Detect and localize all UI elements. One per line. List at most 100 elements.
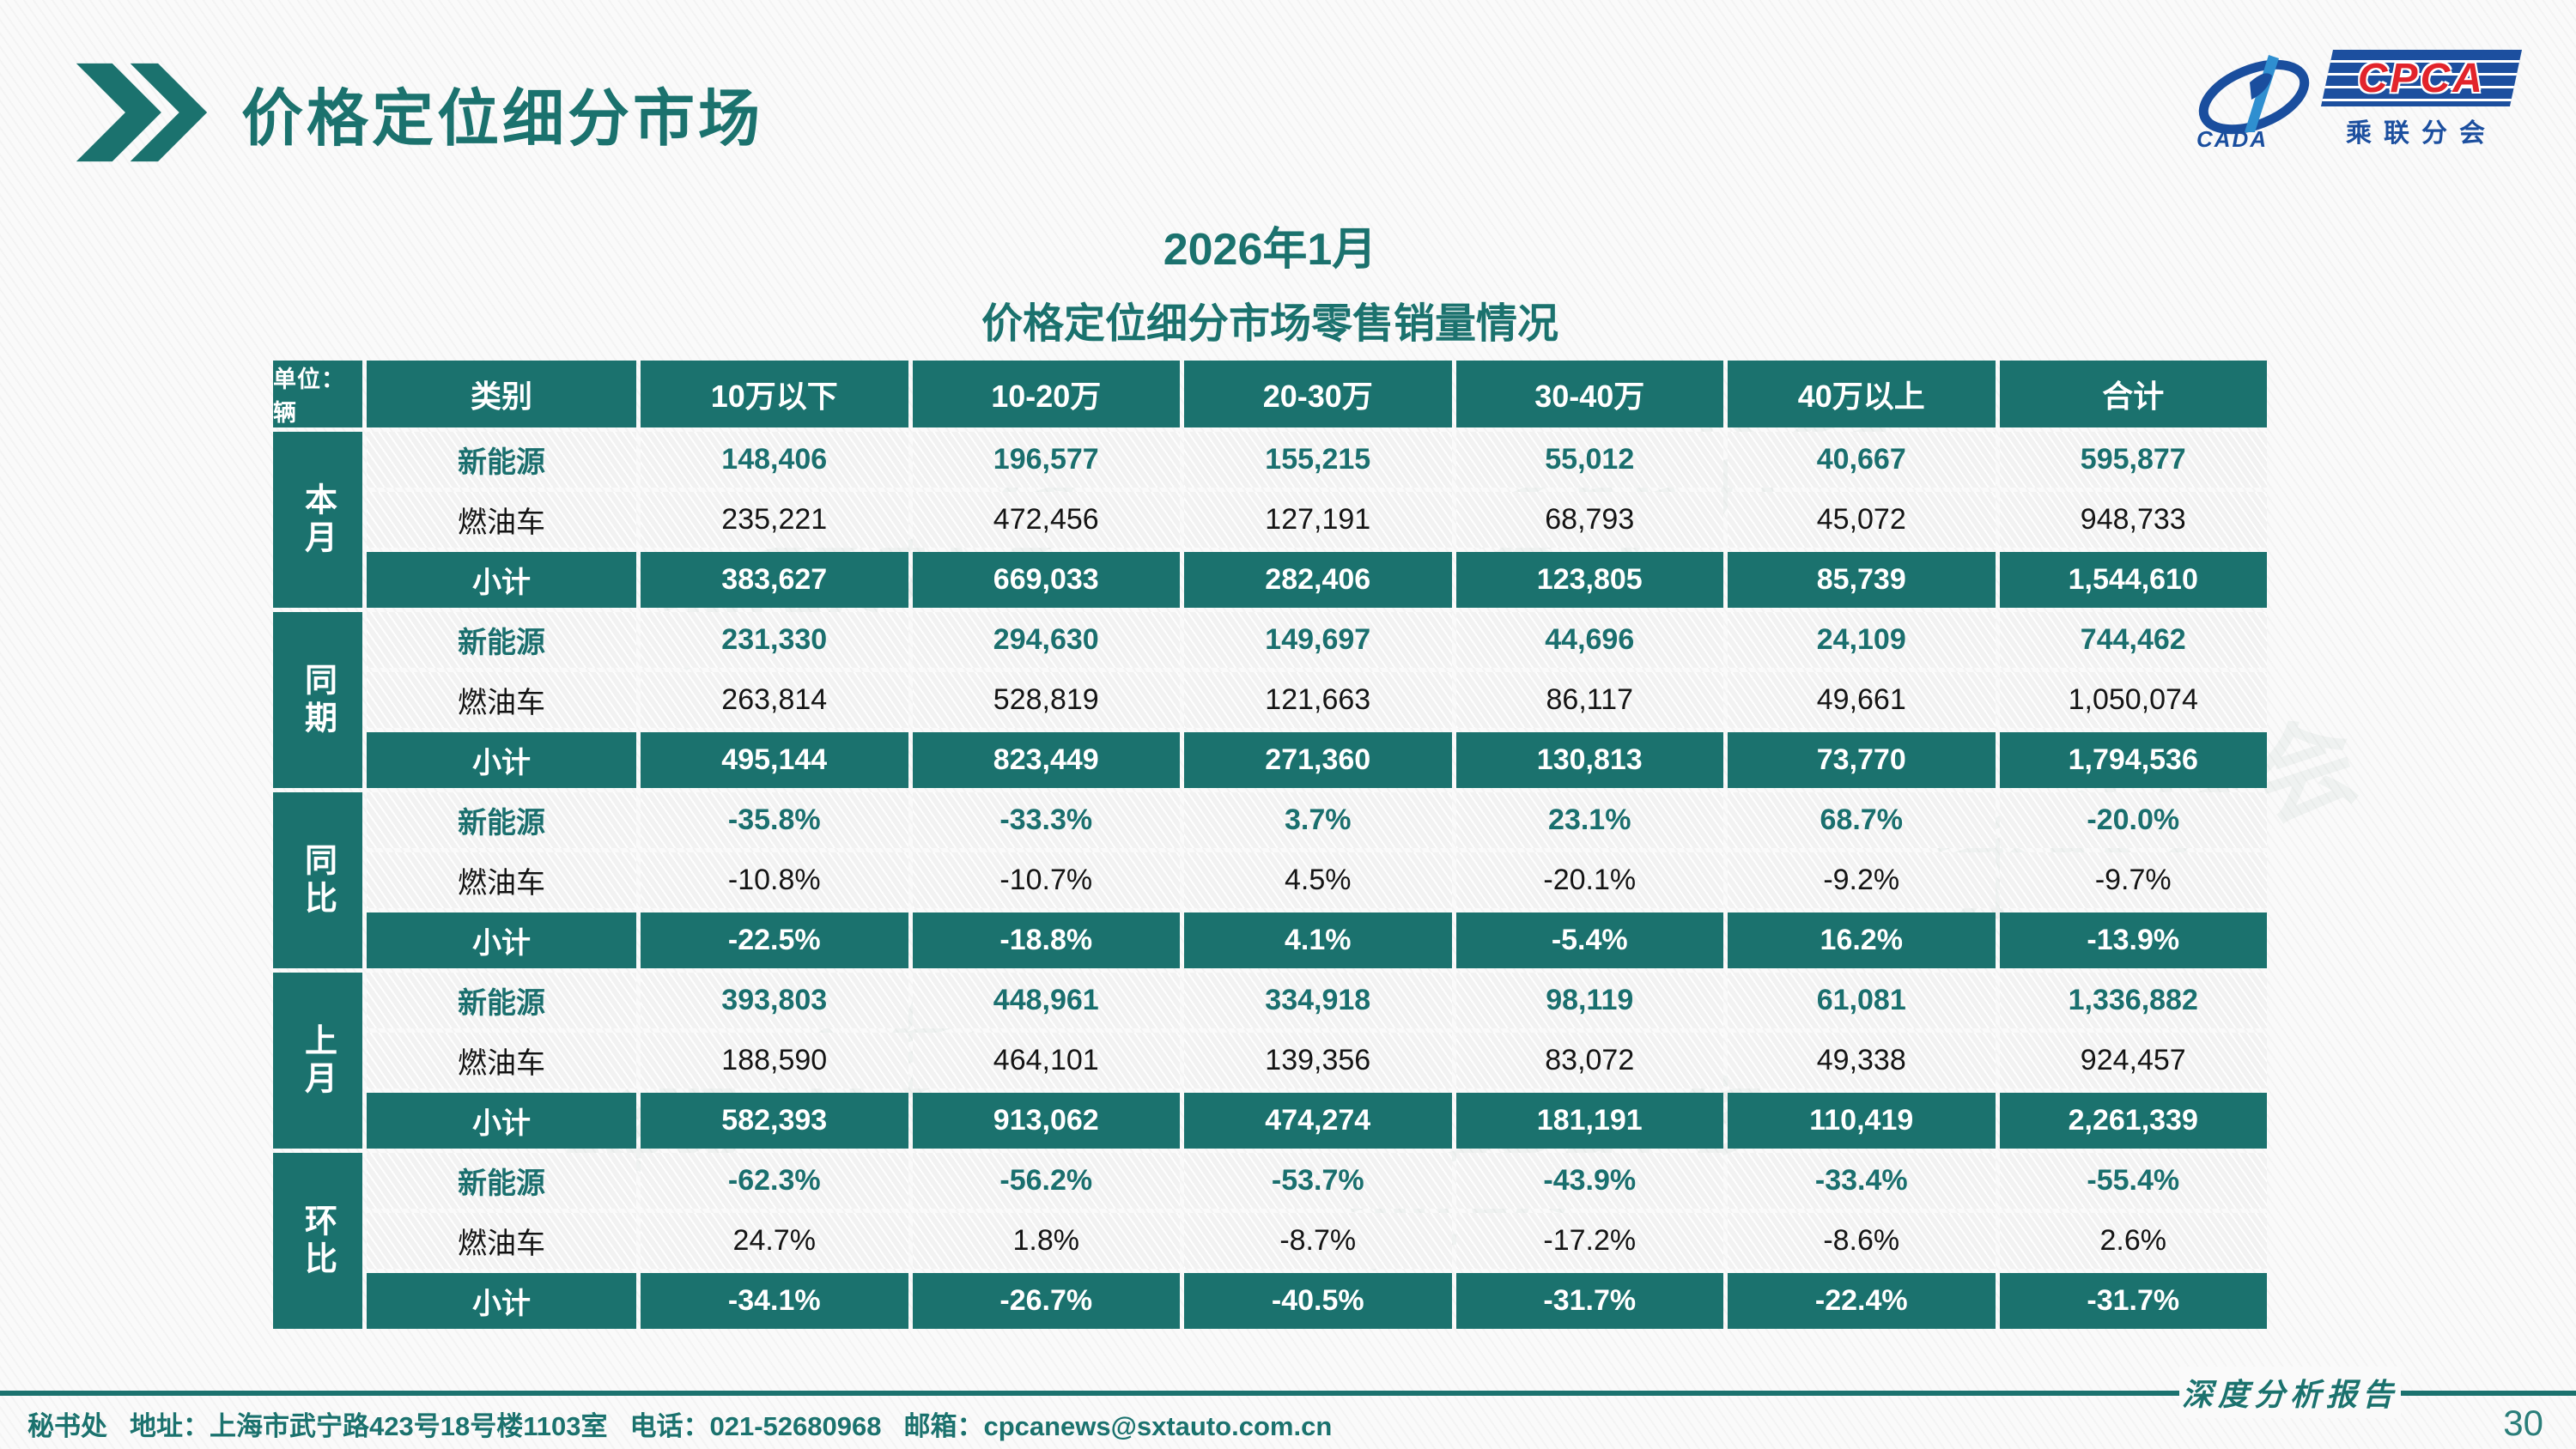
value-cell: 149,697	[1184, 612, 1452, 668]
value-cell: -10.7%	[912, 852, 1180, 908]
price-table: 单位：辆 类别 10万以下 10-20万 20-30万 30-40万 40万以上…	[273, 361, 2267, 1329]
footer-org: 秘书处	[27, 1411, 107, 1441]
value-cell: 1.8%	[912, 1213, 1180, 1269]
value-cell: 110,419	[1728, 1093, 1996, 1149]
col-header-under100k: 10万以下	[641, 361, 908, 427]
value-cell: -8.6%	[1728, 1213, 1996, 1269]
value-cell: 334,918	[1184, 973, 1452, 1028]
value-cell: 4.1%	[1184, 912, 1452, 968]
value-cell: -33.4%	[1728, 1153, 1996, 1209]
value-cell: 49,338	[1728, 1033, 1996, 1088]
cpca-wordmark: CPCA 乘联分会	[2320, 50, 2523, 149]
footer-address: 地址：上海市武宁路423号18号楼1103室	[130, 1411, 608, 1441]
cada-label: CADA	[2196, 126, 2269, 152]
col-header-total: 合计	[1999, 361, 2267, 427]
value-cell: -9.7%	[1999, 852, 2267, 908]
row-label: 燃油车	[367, 492, 636, 548]
value-cell: 98,119	[1455, 973, 1723, 1028]
table-title: 2026年1月 价格定位细分市场零售销量情况	[273, 213, 2267, 349]
value-cell: 130,813	[1455, 732, 1723, 788]
value-cell: 924,457	[1999, 1033, 2267, 1088]
value-cell: 669,033	[912, 552, 1180, 608]
value-cell: -26.7%	[912, 1273, 1180, 1329]
value-cell: 744,462	[1999, 612, 2267, 668]
row-label: 新能源	[367, 1153, 636, 1209]
col-header-100-200k: 10-20万	[912, 361, 1180, 427]
cada-logo-icon: CADA	[2190, 50, 2318, 153]
row-group-label: 本月	[273, 432, 362, 608]
col-header-over400k: 40万以上	[1728, 361, 1996, 427]
col-header-200-300k: 20-30万	[1184, 361, 1452, 427]
value-cell: -43.9%	[1455, 1153, 1723, 1209]
report-type-label: 深度分析报告	[2179, 1367, 2401, 1418]
row-group-label: 同比	[273, 792, 362, 968]
value-cell: 139,356	[1184, 1033, 1452, 1088]
value-cell: -31.7%	[1455, 1273, 1723, 1329]
value-cell: 448,961	[912, 973, 1180, 1028]
cpca-logo: CADA CPCA 乘联分会	[2190, 50, 2523, 153]
row-label: 新能源	[367, 973, 636, 1028]
value-cell: -20.1%	[1455, 852, 1723, 908]
value-cell: 1,336,882	[1999, 973, 2267, 1028]
value-cell: 1,794,536	[1999, 732, 2267, 788]
value-cell: 2,261,339	[1999, 1093, 2267, 1149]
value-cell: 3.7%	[1184, 792, 1452, 848]
row-group-label: 上月	[273, 973, 362, 1149]
value-cell: 582,393	[641, 1093, 908, 1149]
row-group-label: 同期	[273, 612, 362, 788]
value-cell: 121,663	[1184, 672, 1452, 728]
value-cell: -31.7%	[1999, 1273, 2267, 1329]
value-cell: -10.8%	[641, 852, 908, 908]
value-cell: 196,577	[912, 432, 1180, 488]
value-cell: 4.5%	[1184, 852, 1452, 908]
unit-label: 单位：辆	[273, 361, 362, 427]
value-cell: -22.4%	[1728, 1273, 1996, 1329]
row-label: 燃油车	[367, 852, 636, 908]
value-cell: 83,072	[1455, 1033, 1723, 1088]
cpca-banner: CPCA	[2320, 50, 2523, 106]
row-label: 燃油车	[367, 1213, 636, 1269]
value-cell: -22.5%	[641, 912, 908, 968]
value-cell: -40.5%	[1184, 1273, 1452, 1329]
value-cell: 123,805	[1455, 552, 1723, 608]
value-cell: 383,627	[641, 552, 908, 608]
value-cell: 44,696	[1455, 612, 1723, 668]
slide-header: 价格定位细分市场	[73, 62, 763, 163]
footer-email: 邮箱：cpcanews@sxtauto.com.cn	[903, 1411, 1333, 1441]
row-label: 燃油车	[367, 1033, 636, 1088]
page-number: 30	[2503, 1403, 2543, 1443]
value-cell: 73,770	[1728, 732, 1996, 788]
value-cell: 188,590	[641, 1033, 908, 1088]
value-cell: -62.3%	[641, 1153, 908, 1209]
value-cell: -20.0%	[1999, 792, 2267, 848]
value-cell: 49,661	[1728, 672, 1996, 728]
value-cell: 24.7%	[641, 1213, 908, 1269]
value-cell: 68.7%	[1728, 792, 1996, 848]
footer-divider	[0, 1391, 2576, 1396]
value-cell: 528,819	[912, 672, 1180, 728]
value-cell: 55,012	[1455, 432, 1723, 488]
value-cell: -17.2%	[1455, 1213, 1723, 1269]
value-cell: -56.2%	[912, 1153, 1180, 1209]
value-cell: 464,101	[912, 1033, 1180, 1088]
value-cell: 823,449	[912, 732, 1180, 788]
value-cell: 16.2%	[1728, 912, 1996, 968]
value-cell: 948,733	[1999, 492, 2267, 548]
footer-contact: 秘书处 地址：上海市武宁路423号18号楼1103室 电话：021-526809…	[27, 1404, 1332, 1443]
row-label: 燃油车	[367, 672, 636, 728]
value-cell: 127,191	[1184, 492, 1452, 548]
row-label: 小计	[367, 912, 636, 968]
value-cell: -33.3%	[912, 792, 1180, 848]
cpca-label: CPCA	[2357, 55, 2485, 101]
value-cell: 61,081	[1728, 973, 1996, 1028]
value-cell: 495,144	[641, 732, 908, 788]
value-cell: 472,456	[912, 492, 1180, 548]
value-cell: -13.9%	[1999, 912, 2267, 968]
table-title-month: 2026年1月	[1163, 225, 1377, 275]
value-cell: 24,109	[1728, 612, 1996, 668]
value-cell: 231,330	[641, 612, 908, 668]
value-cell: 1,050,074	[1999, 672, 2267, 728]
value-cell: 282,406	[1184, 552, 1452, 608]
cpca-chinese-label: 乘联分会	[2346, 119, 2497, 148]
value-cell: 85,739	[1728, 552, 1996, 608]
